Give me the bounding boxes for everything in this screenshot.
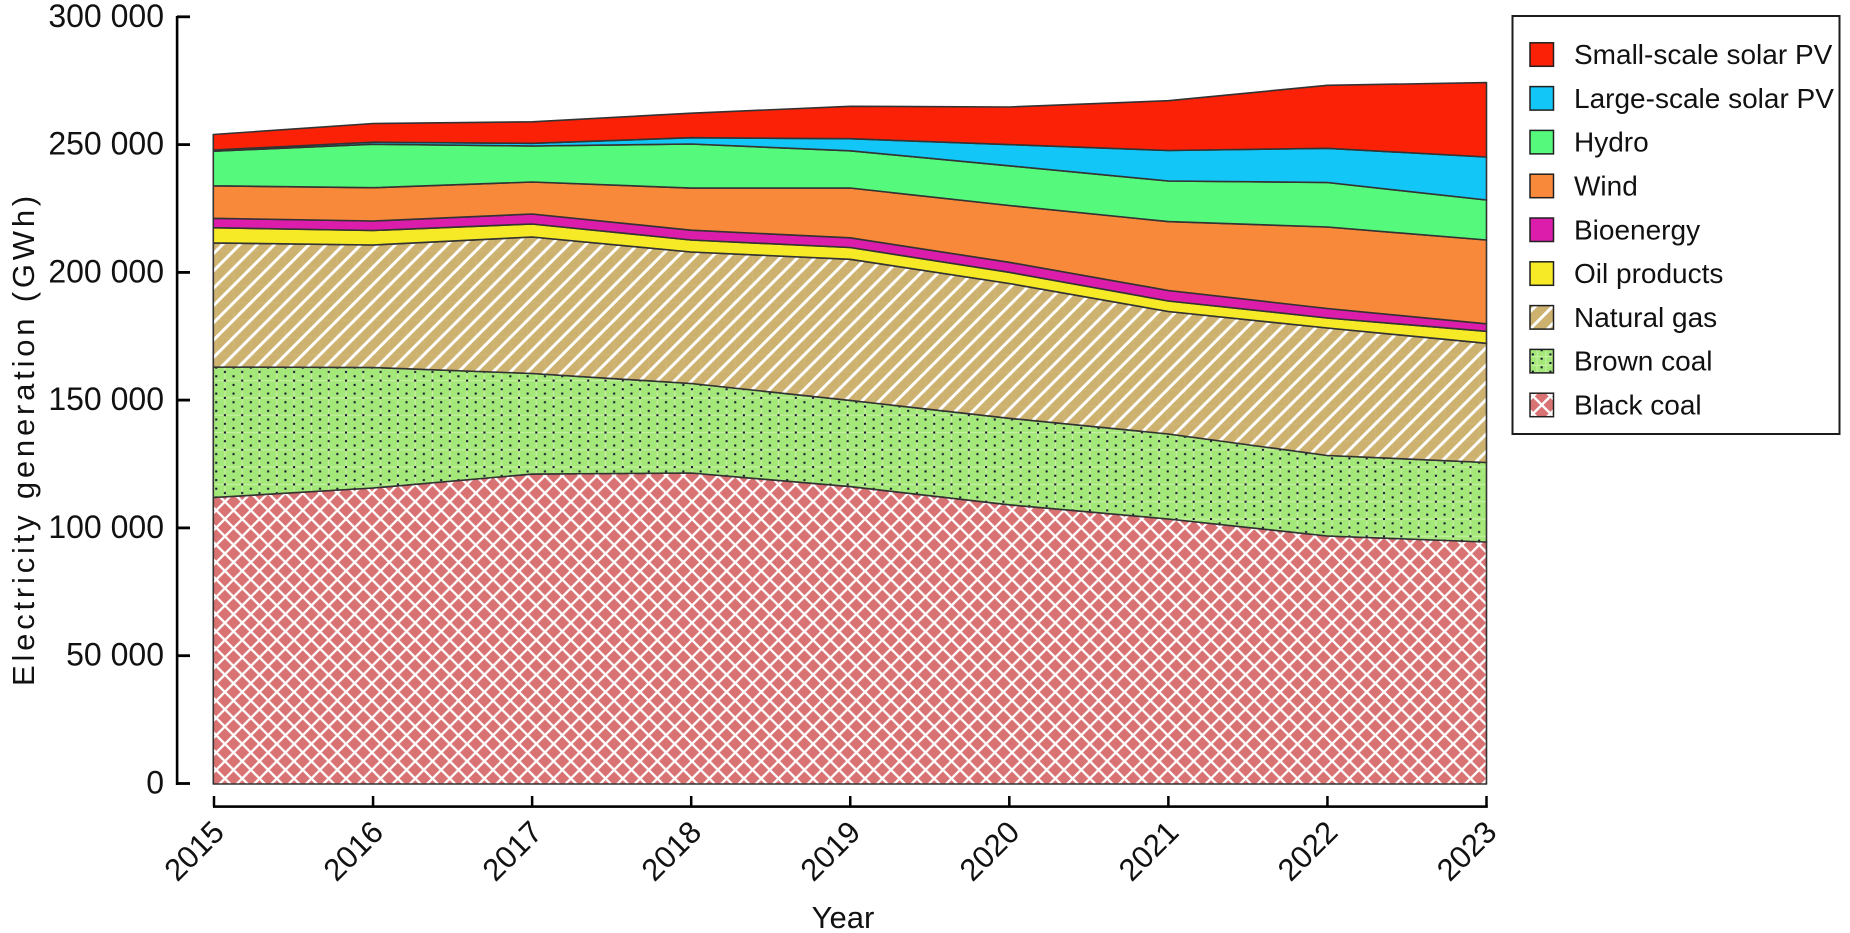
svg-text:2021: 2021 bbox=[1112, 814, 1186, 888]
svg-text:Wind: Wind bbox=[1574, 171, 1638, 202]
svg-text:2016: 2016 bbox=[317, 814, 391, 888]
svg-text:Hydro: Hydro bbox=[1574, 127, 1649, 158]
svg-text:2015: 2015 bbox=[157, 814, 231, 888]
svg-text:150 000: 150 000 bbox=[48, 381, 164, 417]
svg-text:200 000: 200 000 bbox=[48, 253, 164, 289]
svg-text:2022: 2022 bbox=[1271, 814, 1345, 888]
svg-text:Electricity generation (GWh): Electricity generation (GWh) bbox=[6, 192, 41, 686]
svg-text:0: 0 bbox=[146, 765, 164, 801]
svg-text:2018: 2018 bbox=[635, 814, 709, 888]
svg-text:Small-scale solar PV: Small-scale solar PV bbox=[1574, 39, 1833, 70]
svg-text:50 000: 50 000 bbox=[66, 637, 164, 673]
svg-text:Natural gas: Natural gas bbox=[1574, 302, 1717, 333]
svg-text:Black coal: Black coal bbox=[1574, 390, 1702, 421]
svg-text:250 000: 250 000 bbox=[48, 126, 164, 162]
svg-text:2019: 2019 bbox=[794, 814, 868, 888]
svg-text:2023: 2023 bbox=[1430, 814, 1504, 888]
svg-text:300 000: 300 000 bbox=[48, 0, 164, 34]
svg-text:Large-scale solar PV: Large-scale solar PV bbox=[1574, 83, 1834, 114]
svg-text:2020: 2020 bbox=[953, 814, 1027, 888]
svg-text:Oil products: Oil products bbox=[1574, 258, 1723, 289]
svg-text:2017: 2017 bbox=[476, 814, 550, 888]
svg-text:Brown coal: Brown coal bbox=[1574, 346, 1713, 377]
svg-text:Year: Year bbox=[812, 900, 875, 933]
svg-text:Bioenergy: Bioenergy bbox=[1574, 214, 1700, 245]
svg-text:100 000: 100 000 bbox=[48, 509, 164, 545]
